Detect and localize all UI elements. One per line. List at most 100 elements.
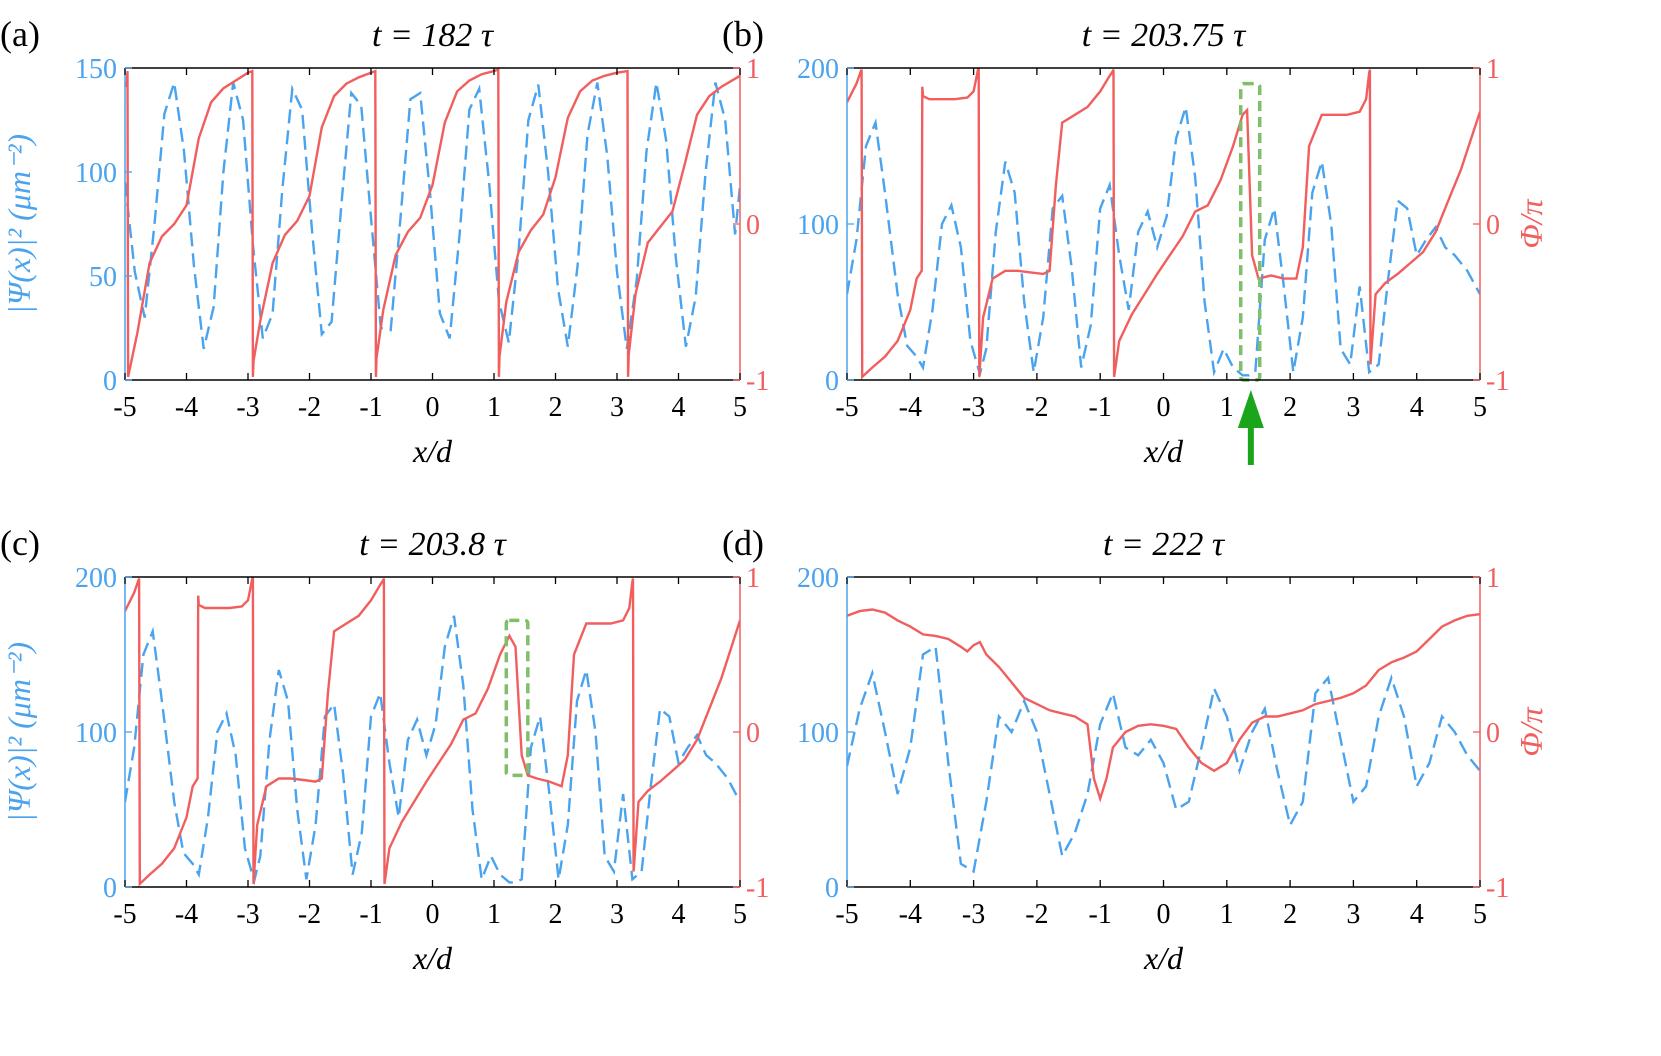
x-tick-label: -2 [298, 392, 321, 423]
x-tick-label: 2 [1283, 899, 1297, 930]
x-tick-label: 3 [1346, 899, 1360, 930]
panel-b: -5 -4 -3 -2 -1 0 1 2 3 4 5 0 100 200 -1 0 1 t = 203.75 τ (… [722, 14, 1549, 469]
x-tick-label: 4 [672, 392, 686, 423]
x-tick-label: -4 [175, 392, 198, 423]
density-series-line [847, 644, 1480, 874]
x-tick-label: 0 [1157, 392, 1171, 423]
x-tick-label: -1 [359, 899, 382, 930]
highlight-box [504, 618, 530, 778]
x-axis-label: x/d [412, 940, 453, 976]
x-tick-label: 5 [733, 899, 747, 930]
left-y-tick-label: 0 [825, 366, 839, 397]
panel-label: (d) [722, 523, 764, 563]
right-y-tick-label: 1 [746, 563, 760, 594]
x-tick-label: 3 [1346, 392, 1360, 423]
panel-title: t = 222 τ [1103, 526, 1226, 563]
x-tick-label: -3 [962, 392, 985, 423]
x-tick-label: -1 [1089, 899, 1112, 930]
left-y-tick-label: 150 [75, 54, 117, 85]
phase-series-line [847, 608, 1480, 803]
left-y-tick-label: 0 [103, 873, 117, 904]
x-tick-label: -4 [899, 899, 922, 930]
x-axis-label: x/d [412, 433, 453, 469]
x-tick-label: -3 [236, 392, 259, 423]
panel-label: (b) [722, 14, 764, 54]
panel-d: -5 -4 -3 -2 -1 0 1 2 3 4 5 0 100 200 -1 0 1 t = 222 τ (d) x… [722, 523, 1549, 976]
x-tick-label: 2 [549, 392, 563, 423]
left-y-tick-label: 200 [797, 563, 839, 594]
x-tick-label: 4 [1410, 392, 1424, 423]
x-tick-label: 2 [549, 899, 563, 930]
left-y-tick-label: 100 [75, 158, 117, 189]
x-tick-label: -1 [1089, 392, 1112, 423]
x-tick-label: -1 [359, 392, 382, 423]
density-series-line [847, 106, 1480, 379]
panel-label: (a) [0, 14, 40, 54]
x-tick-label: 1 [487, 899, 501, 930]
x-tick-label: -2 [1025, 392, 1048, 423]
left-y-tick-label: 0 [103, 366, 117, 397]
x-tick-label: -2 [298, 899, 321, 930]
x-tick-label: 2 [1283, 392, 1297, 423]
x-tick-label: -4 [899, 392, 922, 423]
right-y-tick-label: -1 [746, 366, 769, 397]
right-y-tick-label: 1 [1486, 563, 1500, 594]
x-tick-label: 5 [1473, 392, 1487, 423]
right-y-tick-label: 0 [1486, 210, 1500, 241]
panel-c: -5 -4 -3 -2 -1 0 1 2 3 4 5 0 100 200 -1 0 1 t = 203.8 τ (c… [0, 523, 769, 976]
right-y-tick-label: 1 [746, 54, 760, 85]
panel-title: t = 203.8 τ [359, 526, 507, 563]
x-tick-label: -5 [113, 899, 136, 930]
right-y-tick-label: -1 [1486, 366, 1509, 397]
x-tick-label: 1 [487, 392, 501, 423]
x-tick-label: -2 [1025, 899, 1048, 930]
x-tick-label: 4 [672, 899, 686, 930]
x-tick-label: 1 [1220, 392, 1234, 423]
x-tick-label: -3 [962, 899, 985, 930]
panel-title: t = 182 τ [372, 17, 495, 54]
x-tick-label: 3 [610, 899, 624, 930]
x-tick-label: 4 [1410, 899, 1424, 930]
x-tick-label: 0 [426, 899, 440, 930]
x-tick-label: -4 [175, 899, 198, 930]
x-axis-label: x/d [1143, 940, 1184, 976]
panel-label: (c) [0, 523, 40, 563]
left-y-tick-label: 200 [797, 54, 839, 85]
x-tick-label: 0 [426, 392, 440, 423]
right-y-tick-label: 1 [1486, 54, 1500, 85]
right-y-axis-label: Φ/π [1513, 198, 1549, 248]
right-y-tick-label: 0 [1486, 718, 1500, 749]
left-y-axis-label: |Ψ(x)|² (μm⁻²) [1, 134, 37, 314]
right-y-tick-label: 0 [746, 210, 760, 241]
right-y-tick-label: 0 [746, 718, 760, 749]
right-y-tick-label: -1 [1486, 873, 1509, 904]
left-y-tick-label: 100 [75, 718, 117, 749]
phase-series-line [847, 68, 1480, 380]
highlight-box [1238, 81, 1262, 382]
x-tick-label: -5 [113, 392, 136, 423]
left-y-tick-label: 50 [89, 262, 117, 293]
left-y-tick-label: 100 [797, 718, 839, 749]
right-y-tick-label: -1 [746, 873, 769, 904]
x-tick-label: -5 [835, 899, 858, 930]
right-y-axis-label: Φ/π [1513, 706, 1549, 756]
x-tick-label: 0 [1157, 899, 1171, 930]
x-axis-label: x/d [1143, 433, 1184, 469]
x-tick-label: -3 [236, 899, 259, 930]
x-tick-label: 5 [733, 392, 747, 423]
x-tick-label: -5 [835, 392, 858, 423]
phase-series-line [125, 577, 740, 887]
left-y-axis-label: |Ψ(x)|² (μm⁻²) [1, 642, 37, 822]
x-tick-label: 3 [610, 392, 624, 423]
left-y-tick-label: 0 [825, 873, 839, 904]
left-y-tick-label: 100 [797, 210, 839, 241]
phase-series-line [125, 68, 740, 378]
panel-title: t = 203.75 τ [1082, 17, 1247, 54]
x-tick-label: 1 [1220, 899, 1234, 930]
x-tick-label: 5 [1473, 899, 1487, 930]
left-y-tick-label: 200 [75, 563, 117, 594]
arrow-head [1237, 390, 1264, 428]
density-series-line [125, 82, 740, 350]
